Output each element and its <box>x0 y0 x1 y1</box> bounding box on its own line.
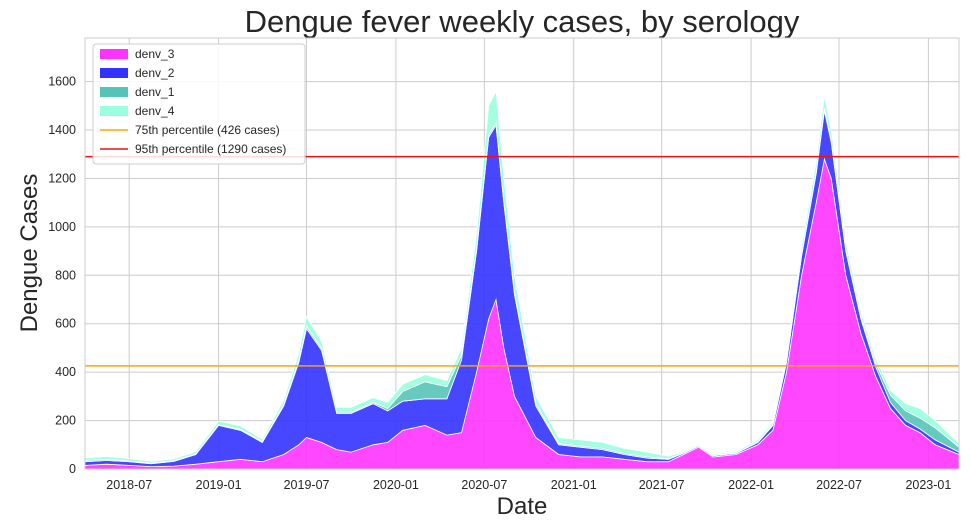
legend-item: 75th percentile (426 cases) <box>100 123 280 137</box>
legend-label: denv_3 <box>135 47 175 61</box>
chart-title: Dengue fever weekly cases, by serology <box>245 4 800 39</box>
legend-box <box>92 43 306 165</box>
x-axis-label: Date <box>497 493 548 520</box>
legend-label: denv_1 <box>135 85 175 99</box>
legend-item: 95th percentile (1290 cases) <box>100 142 286 156</box>
legend-swatch <box>100 87 128 97</box>
legend-label: 75th percentile (426 cases) <box>135 123 280 137</box>
x-tick-label: 2019-01 <box>196 478 242 492</box>
y-tick-label: 1000 <box>48 220 76 234</box>
area-denv-3 <box>84 157 960 470</box>
y-axis-ticks: 0 200 400 600 800 1000 1200 1400 1600 <box>48 75 76 476</box>
legend-label: denv_4 <box>135 104 175 118</box>
legend-item: denv_2 <box>100 66 175 80</box>
legend-item: denv_4 <box>100 104 175 118</box>
y-tick-label: 200 <box>55 414 76 428</box>
y-axis-label: Dengue Cases <box>16 174 43 333</box>
x-tick-label: 2022-07 <box>816 478 862 492</box>
x-tick-label: 2018-07 <box>106 478 152 492</box>
legend-label: 95th percentile (1290 cases) <box>135 142 286 156</box>
x-tick-label: 2020-01 <box>373 478 419 492</box>
x-tick-label: 2020-07 <box>461 478 507 492</box>
y-tick-label: 800 <box>55 268 76 282</box>
legend-swatch <box>100 106 128 116</box>
y-tick-label: 1200 <box>48 171 76 185</box>
x-tick-label: 2019-07 <box>284 478 330 492</box>
x-tick-label: 2021-01 <box>551 478 597 492</box>
legend-swatch <box>100 68 128 78</box>
y-tick-label: 1600 <box>48 75 76 89</box>
x-tick-label: 2023-01 <box>905 478 951 492</box>
y-tick-label: 600 <box>55 317 76 331</box>
x-tick-label: 2021-07 <box>639 478 685 492</box>
legend-item: denv_1 <box>100 85 175 99</box>
x-tick-label: 2022-01 <box>728 478 774 492</box>
y-tick-label: 0 <box>69 462 76 476</box>
x-axis-ticks: 2018-07 2019-01 2019-07 2020-01 2020-07 2021-… <box>106 478 951 492</box>
legend-label: denv_2 <box>135 66 175 80</box>
legend-item: denv_3 <box>100 47 175 61</box>
plot-frame <box>84 37 960 470</box>
legend-swatch <box>100 49 128 59</box>
legend: denv_3 denv_2 denv_1 denv_4 75th percentile … <box>92 43 306 165</box>
y-tick-label: 1400 <box>48 123 76 137</box>
y-tick-label: 400 <box>55 365 76 379</box>
